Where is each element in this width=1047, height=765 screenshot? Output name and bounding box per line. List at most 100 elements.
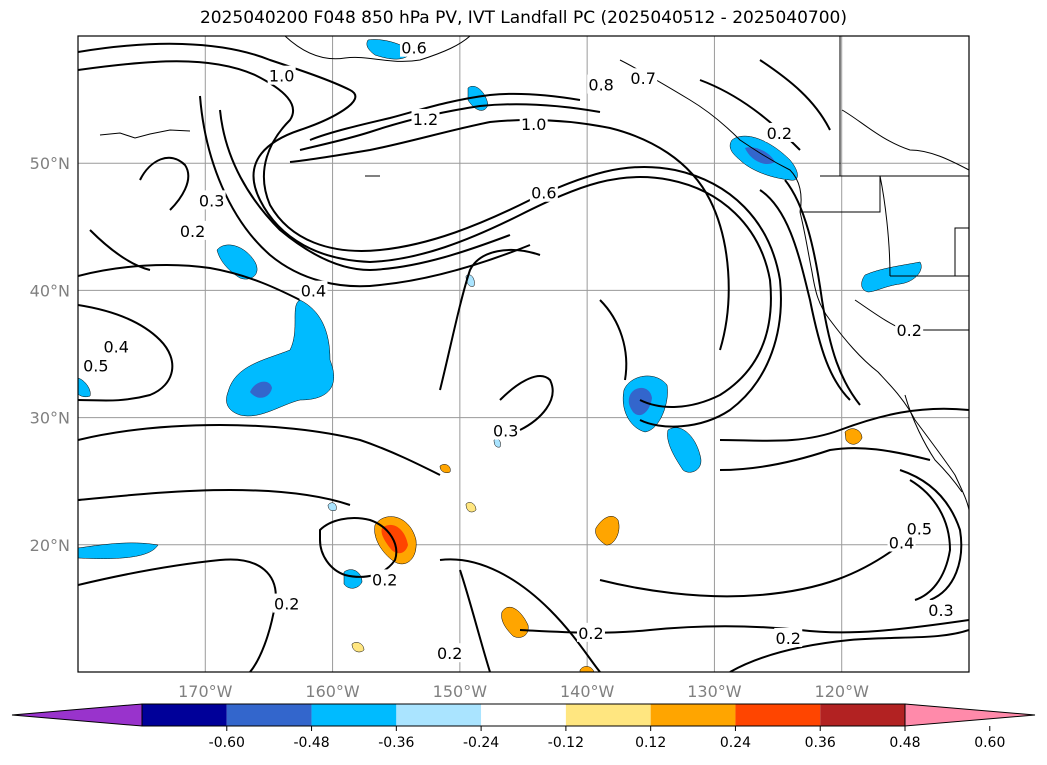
colorbar-tick-label: -0.24 — [463, 735, 499, 751]
contour-label-bg — [197, 190, 226, 210]
longitude-label: 150°W — [433, 682, 488, 701]
negative-anomaly-patch — [745, 147, 775, 165]
contour-label-bg — [299, 280, 328, 300]
contour-label: 0.2 — [776, 629, 801, 648]
latitude-label: 50°N — [30, 154, 70, 173]
contour-label: 0.8 — [588, 76, 613, 95]
contour-label-bg — [895, 320, 924, 340]
positive-anomaly-patch — [844, 428, 863, 445]
negative-anomaly-patch — [861, 261, 922, 293]
colorbar-extend-high — [904, 703, 1036, 727]
colorbar-bin — [565, 704, 651, 726]
positive-anomaly-patch — [579, 666, 595, 672]
coastlines — [99, 36, 969, 511]
latitude-label: 40°N — [30, 281, 70, 300]
map-frame — [77, 35, 970, 673]
positive-anomaly-patch — [351, 642, 365, 653]
negative-anomaly-patch — [327, 502, 337, 512]
negative-anomaly-patch — [78, 542, 159, 559]
longitude-label: 130°W — [687, 682, 742, 701]
colorbar-tick-label: -0.12 — [548, 735, 584, 751]
contour-label: 0.2 — [437, 644, 462, 663]
contour-label: 1.0 — [269, 67, 294, 86]
contour-label-bg — [529, 182, 558, 202]
contour-label: 0.5 — [907, 520, 932, 539]
contour-label-bg — [774, 627, 803, 647]
positive-anomaly-patch — [439, 464, 451, 473]
contour-label: 0.7 — [630, 69, 655, 88]
colorbar-frame — [141, 703, 906, 727]
contour-label-bg — [370, 569, 399, 589]
contour-label: 0.4 — [889, 534, 914, 553]
contour-label: 1.2 — [413, 110, 438, 129]
contour-label-bg — [102, 336, 131, 356]
negative-anomaly-patch — [628, 387, 652, 416]
contour-label-bg — [926, 599, 955, 619]
contour-label: 1.0 — [521, 115, 546, 134]
colorbar-bin — [311, 704, 397, 726]
contour-label: 0.6 — [401, 39, 426, 58]
longitude-labels: 170°W 160°W 150°W 140°W 130°W 120°W — [178, 682, 869, 701]
longitude-label: 140°W — [560, 682, 615, 701]
contour-label-bg — [587, 74, 616, 94]
latitude-label: 20°N — [30, 536, 70, 555]
negative-anomaly-patch — [216, 244, 258, 280]
contour-label-bg — [411, 108, 440, 128]
contour-label: 0.3 — [199, 191, 224, 210]
colorbar-bin — [481, 704, 566, 726]
colorbar: -0.60 -0.48 -0.36 -0.24 -0.12 0.12 0.24 0.36 0.4… — [11, 703, 1036, 751]
contour-label-bg — [765, 122, 794, 142]
colorbar-tick-label: 0.24 — [720, 735, 751, 751]
contour-label: 0.4 — [301, 282, 326, 301]
contour-label-bg — [491, 420, 520, 440]
contour-label-bg — [629, 68, 658, 88]
longitude-label: 120°W — [815, 682, 870, 701]
colorbar-bin — [650, 704, 736, 726]
contour-label-bg — [267, 65, 296, 85]
negative-anomaly-patch — [78, 377, 91, 398]
contour-label: 0.2 — [767, 124, 792, 143]
map-title: 2025040200 F048 850 hPa PV, IVT Landfall… — [199, 8, 847, 28]
contour-label: 0.2 — [896, 321, 921, 340]
contour-label: 0.3 — [493, 422, 518, 441]
latitude-labels: 50°N 40°N 30°N 20°N — [30, 154, 70, 555]
colorbar-tick-label: 0.48 — [889, 735, 920, 751]
ivt-shading — [78, 39, 922, 672]
colorbar-bin — [735, 704, 821, 726]
contour-label: 0.2 — [180, 222, 205, 241]
contour-label: 0.2 — [578, 624, 603, 643]
contour-label-bg — [272, 593, 301, 613]
colorbar-bin — [226, 704, 312, 726]
contour-label-bg — [81, 355, 110, 375]
colorbar-bin — [820, 704, 905, 726]
colorbar-bin — [142, 704, 227, 726]
colorbar-tick-label: -0.60 — [209, 735, 245, 751]
contour-label-bg — [905, 518, 934, 538]
colorbar-extend-low — [11, 703, 143, 727]
negative-anomaly-patch — [667, 427, 702, 473]
colorbar-tick-label: 0.12 — [635, 735, 666, 751]
positive-anomaly-patch — [465, 502, 477, 513]
contour-label-bg — [435, 643, 464, 663]
colorbar-tick-label: -0.48 — [293, 735, 329, 751]
positive-anomaly-patch — [595, 516, 620, 546]
pv-contours — [78, 42, 969, 672]
colorbar-bin — [396, 704, 482, 726]
longitude-label: 160°W — [305, 682, 360, 701]
contour-label-bg — [576, 622, 605, 642]
contour-labels: 1.01.2 1.00.8 0.70.60.30.20.40.40.50.30.20… — [81, 37, 955, 663]
longitude-label: 170°W — [178, 682, 233, 701]
colorbar-tick-label: 0.60 — [974, 735, 1005, 751]
contour-label-bg — [519, 114, 548, 134]
contour-label: 0.6 — [531, 184, 556, 203]
colorbar-tick-label: -0.36 — [378, 735, 414, 751]
negative-anomaly-patch — [250, 381, 272, 398]
contour-label-bg — [178, 220, 207, 240]
contour-label: 0.2 — [274, 595, 299, 614]
contour-label: 0.3 — [928, 601, 953, 620]
contour-label: 0.4 — [103, 338, 128, 357]
contour-label: 0.2 — [372, 570, 397, 589]
negative-anomaly-patch — [343, 569, 363, 589]
contour-label-bg — [400, 37, 429, 57]
